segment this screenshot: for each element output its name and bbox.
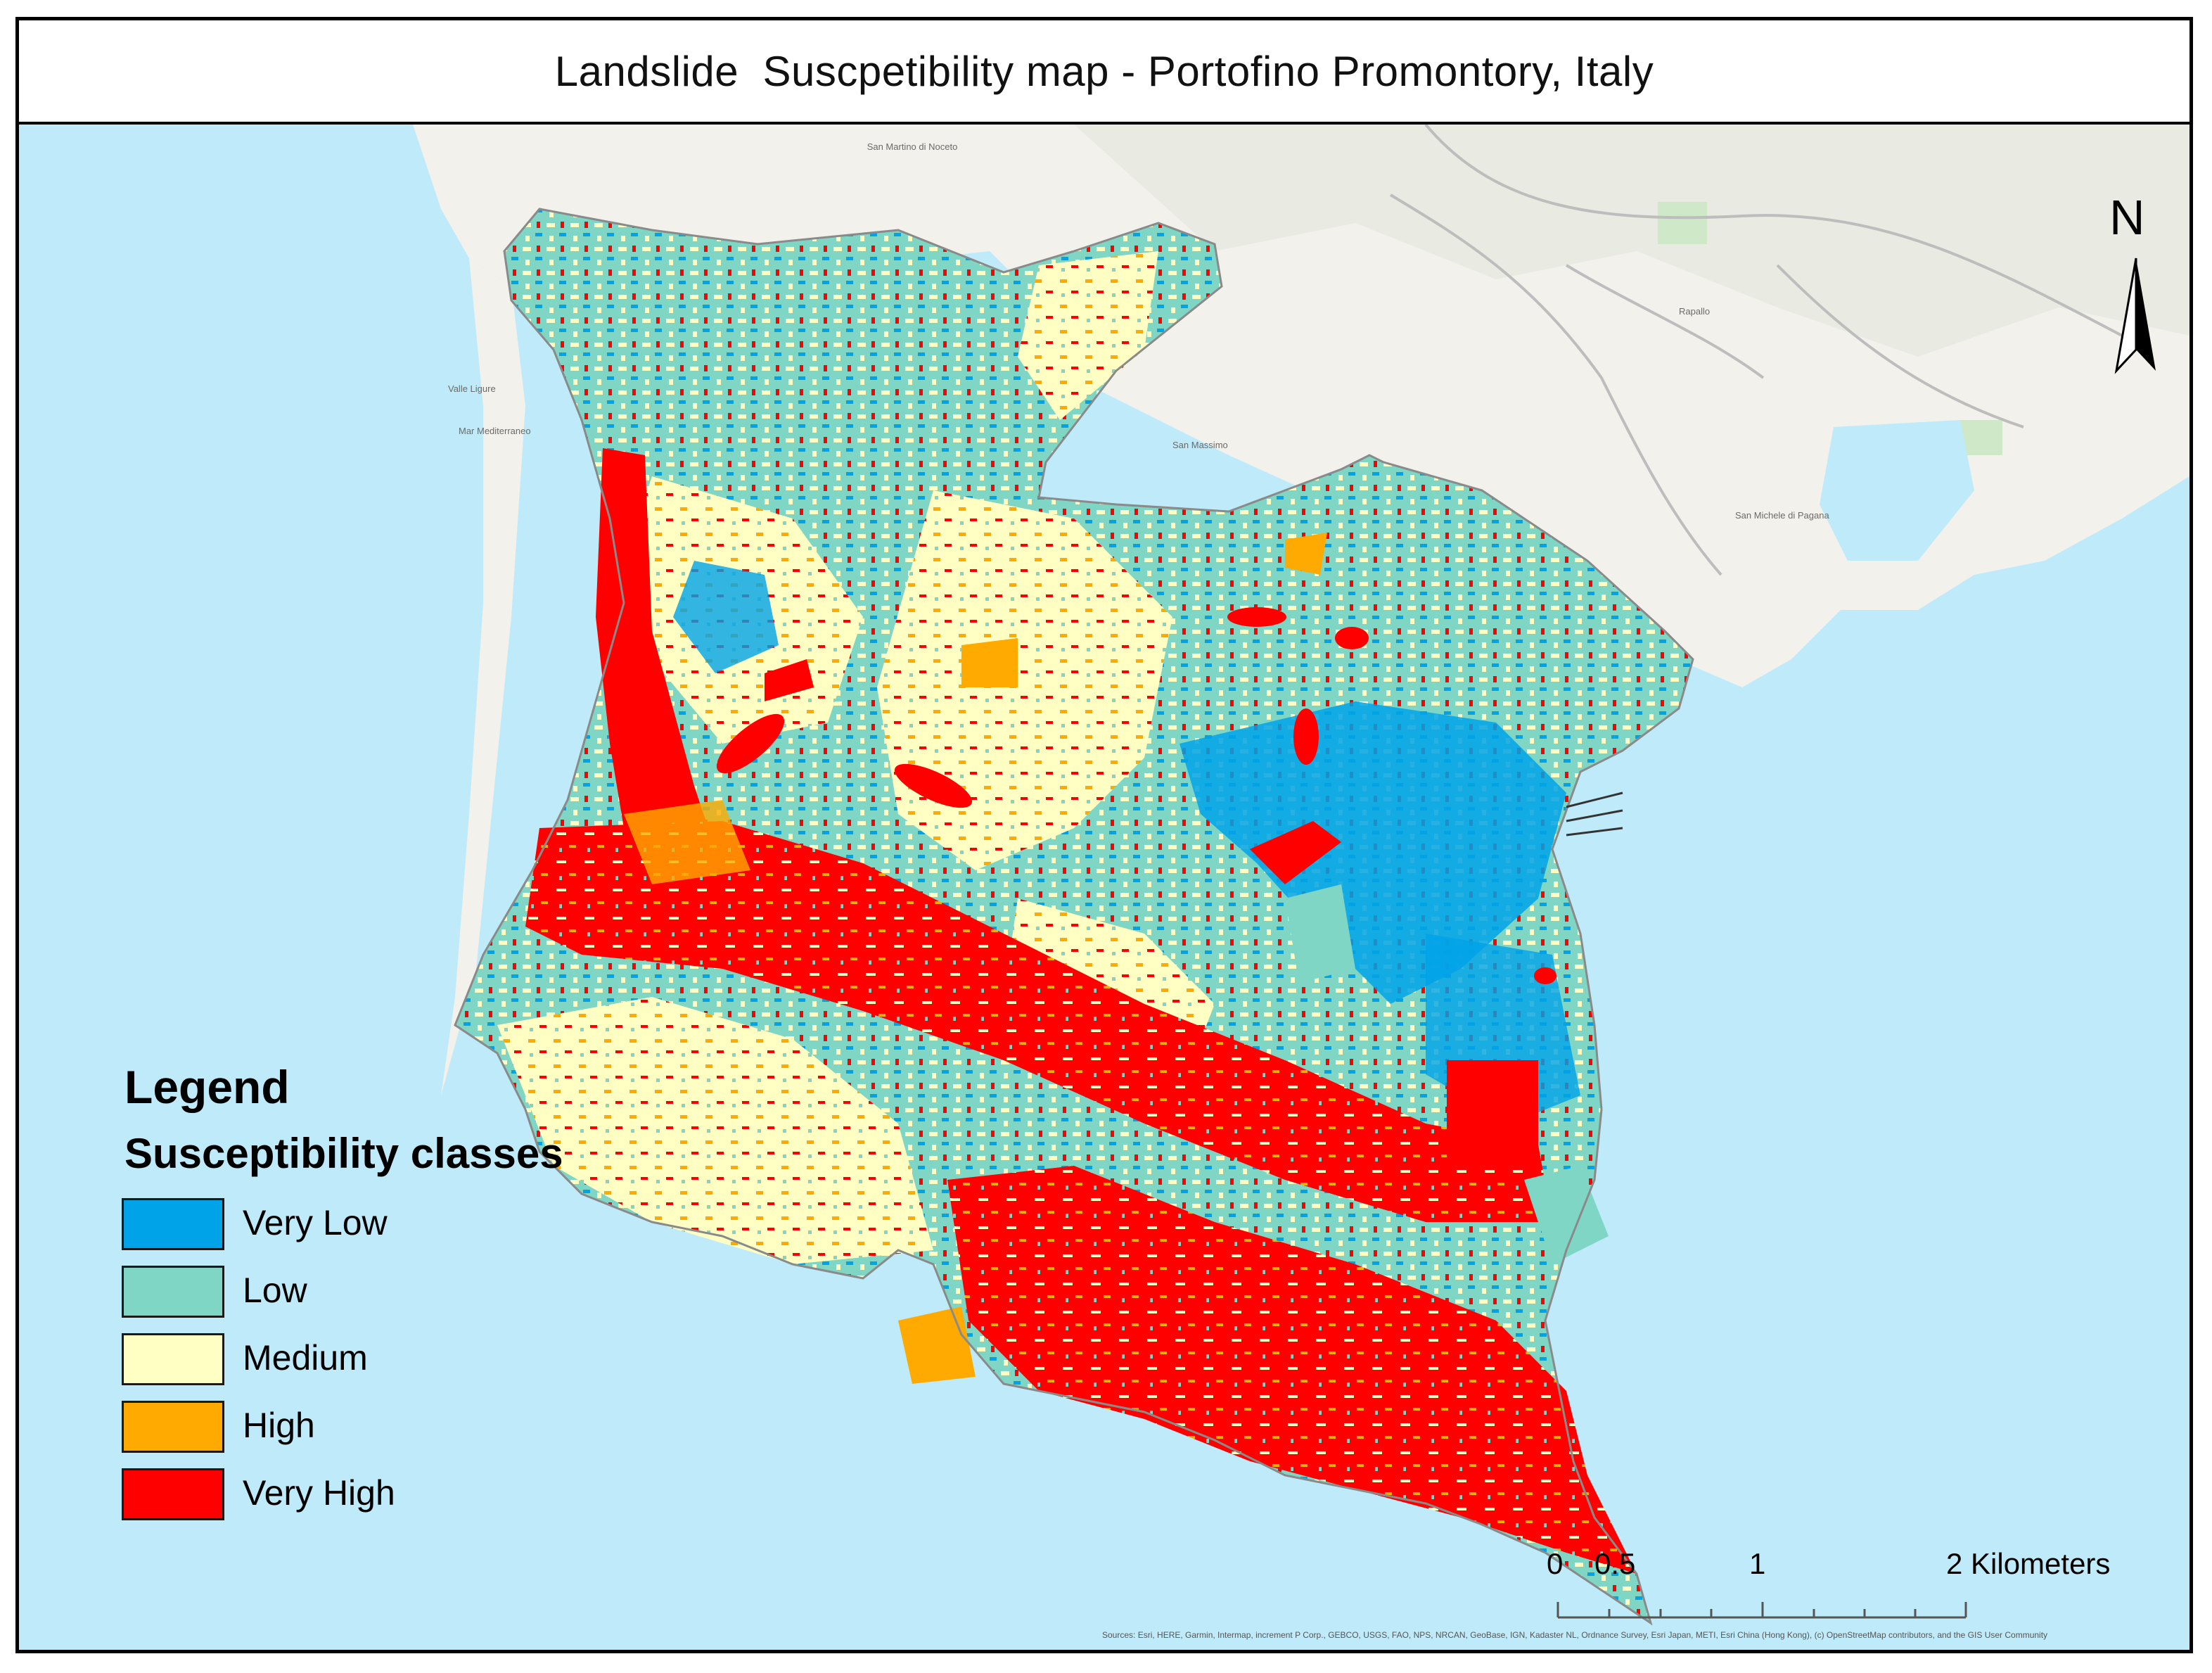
very-high-zone bbox=[1335, 627, 1369, 649]
very-high-zone bbox=[525, 821, 1552, 1222]
legend-swatch bbox=[122, 1198, 224, 1250]
map-title: Landslide Suscpetibility map - Portofino… bbox=[554, 47, 1654, 95]
marina bbox=[1566, 791, 1623, 836]
very-high-zone bbox=[765, 659, 814, 701]
map-canvas: San Martino di Noceto Valle Ligure Mar M… bbox=[19, 125, 2189, 1650]
scale-label-0-5: 0.5 bbox=[1594, 1547, 1636, 1580]
coastline bbox=[454, 208, 1694, 1626]
very-high-zone bbox=[716, 713, 785, 774]
map-frame: Landslide Suscpetibility map - Portofino… bbox=[15, 17, 2193, 1653]
place-label: San Michele di Pagana bbox=[1735, 510, 1829, 521]
legend-label: Low bbox=[243, 1271, 307, 1310]
coastal-strip bbox=[441, 258, 525, 1095]
place-label: San Martino di Noceto bbox=[867, 141, 958, 152]
map-area[interactable]: San Martino di Noceto Valle Ligure Mar M… bbox=[19, 125, 2189, 1650]
very-high-zone bbox=[1447, 1060, 1538, 1166]
title-bar: Landslide Suscpetibility map - Portofino… bbox=[19, 20, 2189, 125]
scale-label-1: 1 bbox=[1749, 1547, 1766, 1580]
high-zone bbox=[624, 800, 750, 884]
medium-zone bbox=[1018, 251, 1158, 420]
place-label: Mar Mediterraneo bbox=[459, 426, 531, 436]
mainland-hills bbox=[1074, 125, 2189, 357]
very-high-zone bbox=[894, 763, 973, 808]
very-high-zone bbox=[596, 448, 708, 828]
very-high-zone bbox=[1293, 708, 1319, 765]
medium-zone bbox=[497, 997, 933, 1264]
legend-swatch bbox=[122, 1333, 224, 1385]
low-zone bbox=[1285, 884, 1355, 983]
legend-swatch bbox=[122, 1468, 224, 1520]
scale-label-2-km: 2 Kilometers bbox=[1946, 1547, 2111, 1580]
north-label: N bbox=[2109, 190, 2145, 245]
legend-label: Medium bbox=[243, 1338, 368, 1378]
roads bbox=[1389, 125, 2123, 576]
legend-label: Very High bbox=[243, 1473, 395, 1513]
legend: Legend Susceptibility classes Very Low L… bbox=[102, 1060, 735, 1525]
very-low-zone bbox=[673, 561, 779, 673]
place-label: San Massimo bbox=[1172, 440, 1228, 450]
high-zone bbox=[1285, 533, 1327, 575]
legend-title: Legend bbox=[124, 1061, 290, 1113]
scale-label-0: 0 bbox=[1547, 1547, 1564, 1580]
legend-item-very-low: Very Low bbox=[122, 1198, 614, 1250]
legend-item-low: Low bbox=[122, 1266, 614, 1318]
very-high-zone bbox=[1534, 967, 1556, 984]
legend-subtitle: Susceptibility classes bbox=[124, 1130, 563, 1177]
place-label: Valle Ligure bbox=[448, 383, 496, 394]
harbour bbox=[1820, 420, 1974, 561]
medium-zone bbox=[877, 490, 1172, 870]
legend-item-high: High bbox=[122, 1401, 614, 1453]
legend-label: High bbox=[243, 1406, 315, 1445]
high-zone bbox=[961, 638, 1018, 687]
scale-bar-icon bbox=[1556, 1602, 1967, 1619]
place-label: Rapallo bbox=[1679, 306, 1710, 317]
park-patch bbox=[1960, 420, 2002, 455]
scale-bar bbox=[19, 125, 2189, 202]
attribution: Sources: Esri, HERE, Garmin, Intermap, i… bbox=[1102, 1630, 2048, 1640]
legend-item-medium: Medium bbox=[122, 1333, 614, 1385]
legend-item-very-high: Very High bbox=[122, 1468, 614, 1520]
very-high-zone bbox=[947, 1166, 1637, 1574]
park-patch bbox=[1658, 202, 1707, 244]
legend-label: Very Low bbox=[243, 1203, 388, 1242]
low-zone bbox=[1524, 1166, 1609, 1264]
legend-swatch bbox=[122, 1401, 224, 1453]
high-zone bbox=[898, 1306, 976, 1384]
very-high-zone bbox=[1250, 821, 1341, 884]
legend-swatch bbox=[122, 1266, 224, 1318]
north-arrow: N bbox=[2094, 189, 2171, 372]
very-low-zone bbox=[1179, 701, 1566, 1004]
very-high-zone bbox=[1227, 607, 1286, 627]
north-arrow-icon bbox=[2114, 257, 2156, 374]
